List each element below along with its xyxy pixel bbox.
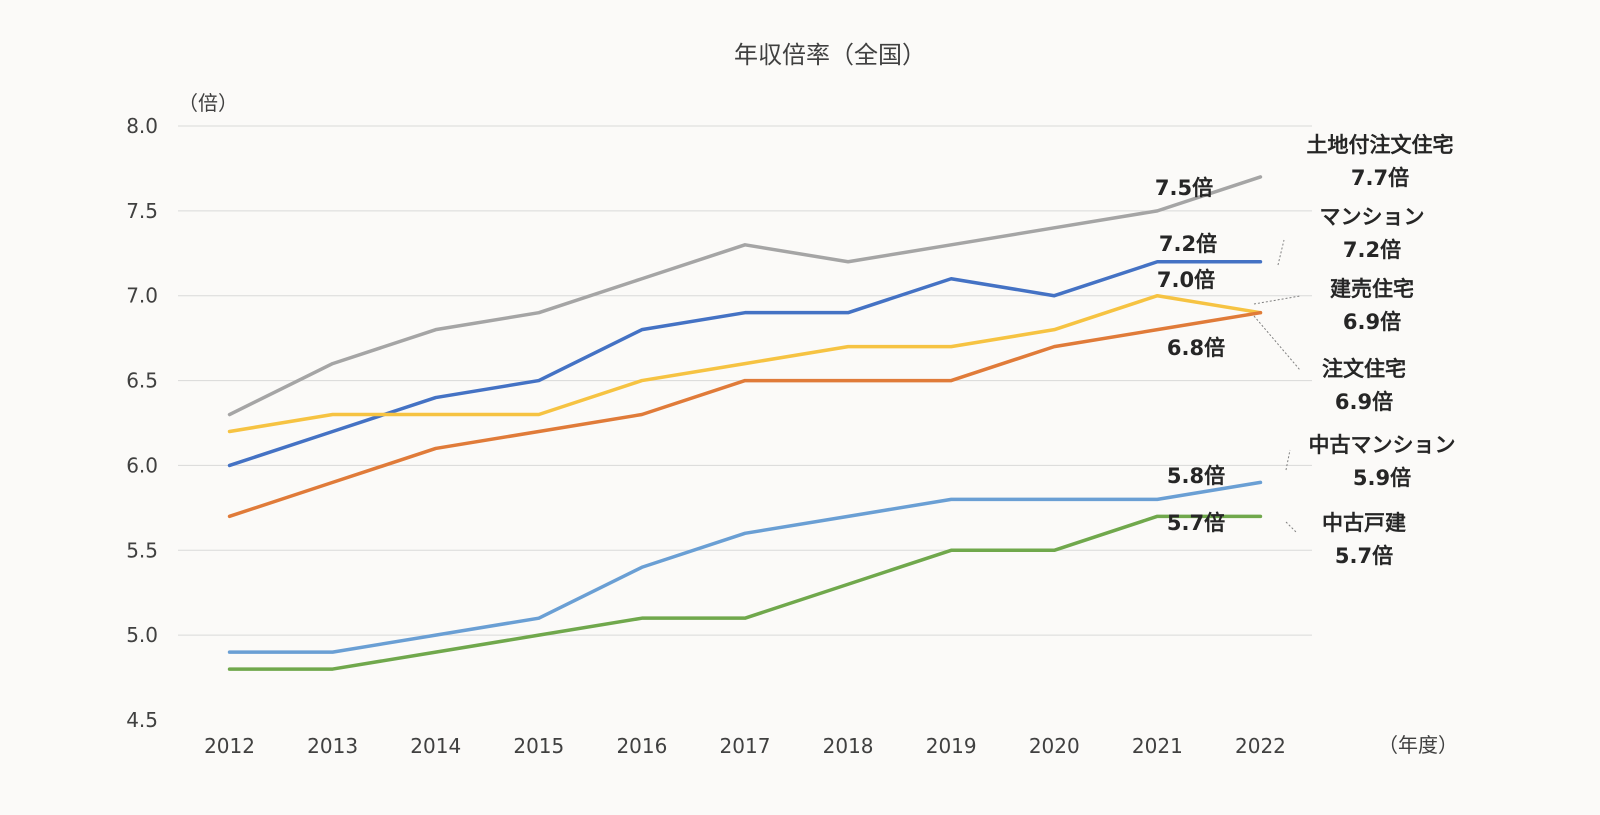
leader-line bbox=[1253, 315, 1301, 371]
series-name-label: 建売住宅 bbox=[1330, 277, 1414, 301]
y-tick-label: 5.5 bbox=[126, 538, 158, 562]
x-tick-label: 2019 bbox=[926, 734, 977, 758]
leader-line bbox=[1253, 295, 1301, 305]
series-line-4 bbox=[227, 480, 1263, 654]
series-name-label: マンション bbox=[1320, 205, 1425, 229]
x-axis-unit-label: （年度） bbox=[1378, 733, 1458, 757]
leader-line bbox=[1285, 449, 1291, 471]
series-end-value-label: 5.9倍 bbox=[1353, 466, 1411, 490]
series-end-value-label: 5.7倍 bbox=[1335, 544, 1393, 568]
y-tick-label: 5.0 bbox=[126, 623, 158, 647]
series-name-label: 土地付注文住宅 bbox=[1307, 133, 1454, 157]
y-tick-label: 8.0 bbox=[126, 114, 158, 138]
x-tick-label: 2016 bbox=[616, 734, 667, 758]
data-point-label: 7.5倍 bbox=[1155, 176, 1213, 200]
x-tick-label: 2021 bbox=[1132, 734, 1183, 758]
x-tick-label: 2014 bbox=[410, 734, 461, 758]
series-end-value-label: 7.2倍 bbox=[1343, 238, 1401, 262]
data-point-label: 7.2倍 bbox=[1159, 232, 1217, 256]
x-tick-label: 2018 bbox=[823, 734, 874, 758]
series-lines bbox=[227, 175, 1263, 671]
series-line-0 bbox=[227, 175, 1263, 417]
y-tick-label: 4.5 bbox=[126, 708, 158, 732]
series-end-value-label: 6.9倍 bbox=[1343, 310, 1401, 334]
series-line-5 bbox=[227, 514, 1263, 671]
x-tick-label: 2017 bbox=[720, 734, 771, 758]
leader-line bbox=[1285, 521, 1297, 533]
x-tick-label: 2020 bbox=[1029, 734, 1080, 758]
x-tick-label: 2022 bbox=[1235, 734, 1286, 758]
gridlines bbox=[178, 125, 1312, 636]
series-line-2 bbox=[227, 293, 1263, 434]
chart-title: 年収倍率（全国） bbox=[734, 41, 926, 69]
y-tick-label: 7.0 bbox=[126, 284, 158, 308]
series-line-1 bbox=[227, 260, 1263, 468]
series-name-label: 注文住宅 bbox=[1322, 357, 1406, 381]
y-axis-unit-label: （倍） bbox=[178, 91, 238, 115]
y-tick-label: 6.0 bbox=[126, 453, 158, 477]
data-point-label: 5.8倍 bbox=[1167, 464, 1225, 488]
data-point-label: 7.0倍 bbox=[1157, 268, 1215, 292]
x-tick-label: 2015 bbox=[513, 734, 564, 758]
series-end-value-label: 6.9倍 bbox=[1335, 390, 1393, 414]
x-tick-label: 2013 bbox=[307, 734, 358, 758]
leader-line bbox=[1277, 239, 1285, 266]
series-line-3 bbox=[227, 310, 1263, 519]
series-end-value-label: 7.7倍 bbox=[1351, 166, 1409, 190]
y-tick-label: 7.5 bbox=[126, 199, 158, 223]
data-point-label: 5.7倍 bbox=[1167, 511, 1225, 535]
y-axis-ticks: 4.5 5.0 5.5 6.0 6.5 7.0 7.5 8.0 bbox=[126, 114, 158, 732]
data-point-label: 6.8倍 bbox=[1167, 336, 1225, 360]
x-tick-label: 2012 bbox=[204, 734, 255, 758]
series-name-label: 中古マンション bbox=[1309, 433, 1456, 457]
y-tick-label: 6.5 bbox=[126, 369, 158, 393]
x-axis-ticks: 2012 2013 2014 2015 2016 2017 2018 2019 2020 2021… bbox=[204, 734, 1286, 758]
label-leader-lines bbox=[1253, 239, 1301, 533]
series-name-label: 中古戸建 bbox=[1322, 511, 1406, 535]
